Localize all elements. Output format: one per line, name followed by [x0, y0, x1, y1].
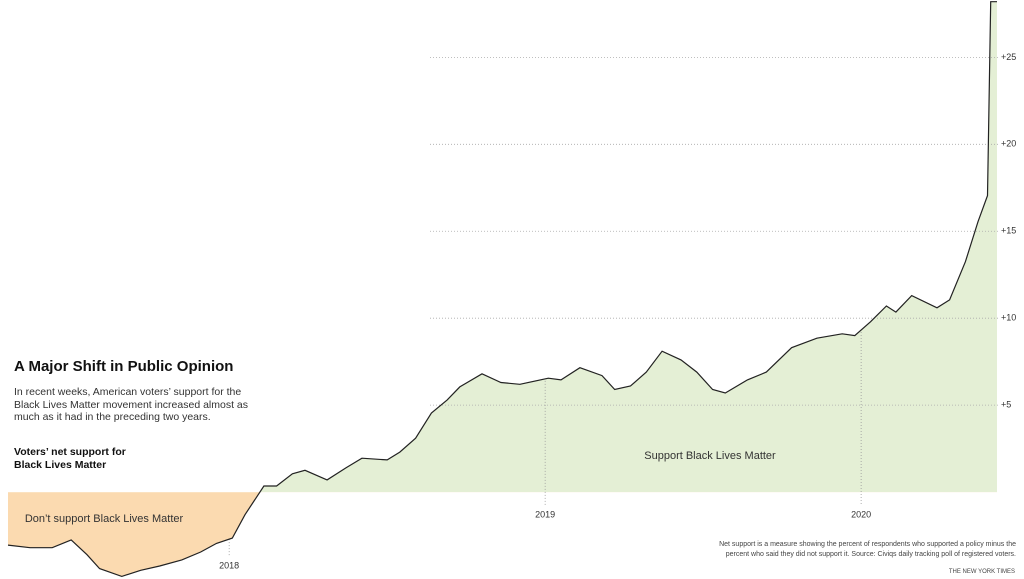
subtitle: Voters’ net support for Black Lives Matt… [14, 446, 126, 471]
x-tick-label: 2020 [851, 509, 871, 519]
annotation: Don’t support Black Lives Matter [25, 513, 184, 525]
annotation: Support Black Lives Matter [644, 450, 776, 462]
line [7, 1, 997, 578]
description: In recent weeks, American voters’ suppor… [14, 386, 249, 423]
y-tick-label: +15 [1001, 226, 1016, 236]
y-tick-label: +5 [1001, 400, 1011, 410]
y-tick-label: +10 [1001, 313, 1016, 323]
x-tick-label: 2019 [535, 509, 555, 519]
y-tick-label: +20 [1001, 139, 1016, 149]
area-positive [8, 1, 997, 493]
note: Net support is a measure showing the per… [719, 541, 1016, 558]
y-tick-label: +25 [1001, 52, 1016, 62]
source: THE NEW YORK TIMES [948, 569, 1015, 575]
chart-title: A Major Shift in Public Opinion [14, 358, 234, 375]
area-negative [8, 492, 260, 577]
x-tick-label: 2018 [219, 560, 239, 570]
